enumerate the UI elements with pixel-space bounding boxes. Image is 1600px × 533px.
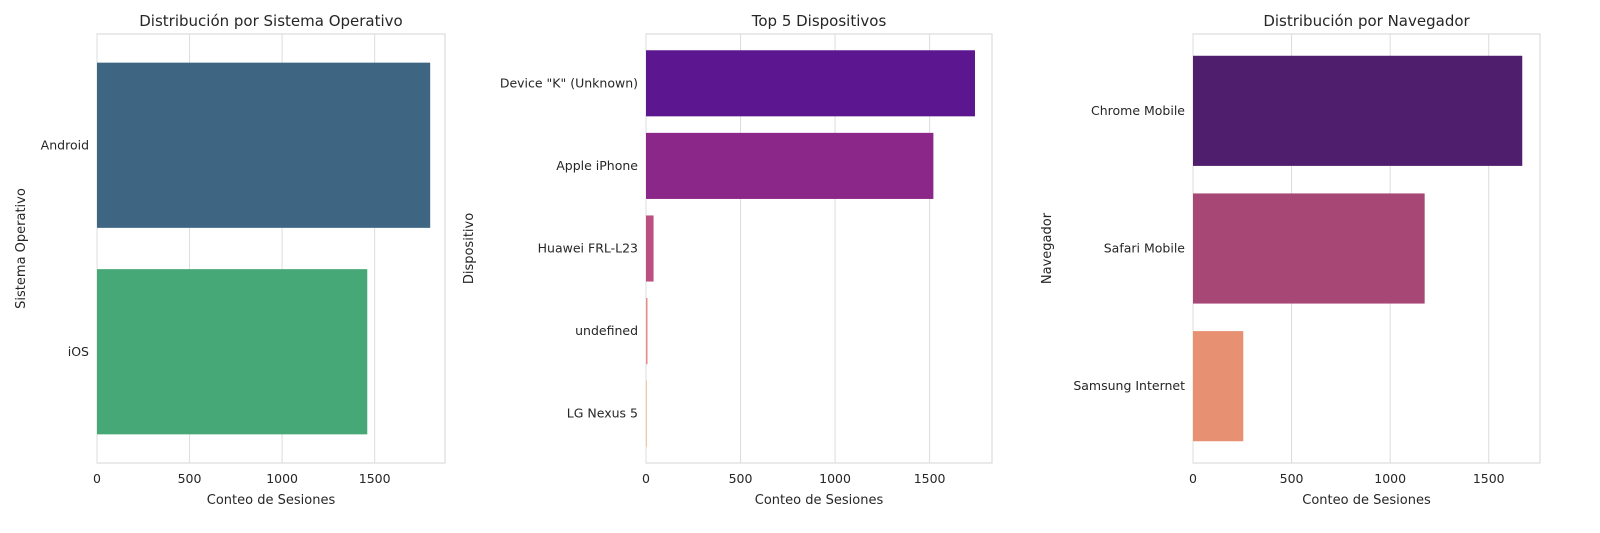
bar [646, 215, 654, 282]
x-tick-label: 1500 [1473, 471, 1505, 486]
y-tick-label: Samsung Internet [1073, 378, 1185, 393]
panel-os: Distribución por Sistema Operativo Conte… [14, 12, 446, 508]
bar [1193, 55, 1523, 166]
bar [646, 50, 975, 117]
bar [97, 269, 368, 435]
x-axis-label: Conteo de Sesiones [755, 493, 884, 508]
bar [1193, 331, 1244, 442]
y-axis-label: Navegador [1040, 212, 1055, 284]
y-tick-label: Apple iPhone [556, 158, 638, 173]
bar [97, 62, 431, 228]
y-tick-label: Safari Mobile [1104, 241, 1186, 256]
chart-title: Distribución por Sistema Operativo [139, 12, 402, 30]
x-axis-label: Conteo de Sesiones [207, 493, 336, 508]
x-tick-label: 1000 [1374, 471, 1406, 486]
chart-title: Top 5 Dispositivos [751, 12, 887, 30]
x-tick-label: 1000 [819, 471, 851, 486]
x-axis-label: Conteo de Sesiones [1302, 493, 1431, 508]
y-tick-label: Android [41, 137, 89, 152]
chart-title: Distribución por Navegador [1263, 12, 1470, 30]
y-tick-label: Device "K" (Unknown) [500, 75, 638, 90]
x-tick-label: 0 [1189, 471, 1197, 486]
y-tick-label: Chrome Mobile [1091, 103, 1185, 118]
bar [646, 298, 648, 365]
x-tick-label: 1500 [914, 471, 946, 486]
y-tick-label: iOS [68, 344, 89, 359]
x-tick-label: 1000 [266, 471, 298, 486]
panel-browsers: Distribución por Navegador Conteo de Ses… [1040, 12, 1541, 508]
x-tick-label: 0 [642, 471, 650, 486]
bar [646, 380, 647, 447]
y-axis-label: Sistema Operativo [14, 188, 29, 309]
x-tick-label: 500 [178, 471, 202, 486]
y-tick-label: Huawei FRL-L23 [538, 241, 638, 256]
y-axis-label: Dispositivo [462, 213, 477, 284]
panel-devices: Top 5 Dispositivos Conteo de Sesiones Di… [462, 12, 993, 508]
y-tick-label: undefined [575, 323, 638, 338]
x-tick-label: 500 [729, 471, 753, 486]
x-tick-label: 500 [1280, 471, 1304, 486]
bar [1193, 193, 1425, 304]
bar [646, 132, 934, 199]
x-tick-label: 0 [93, 471, 101, 486]
y-tick-label: LG Nexus 5 [567, 406, 638, 421]
x-tick-label: 1500 [359, 471, 391, 486]
